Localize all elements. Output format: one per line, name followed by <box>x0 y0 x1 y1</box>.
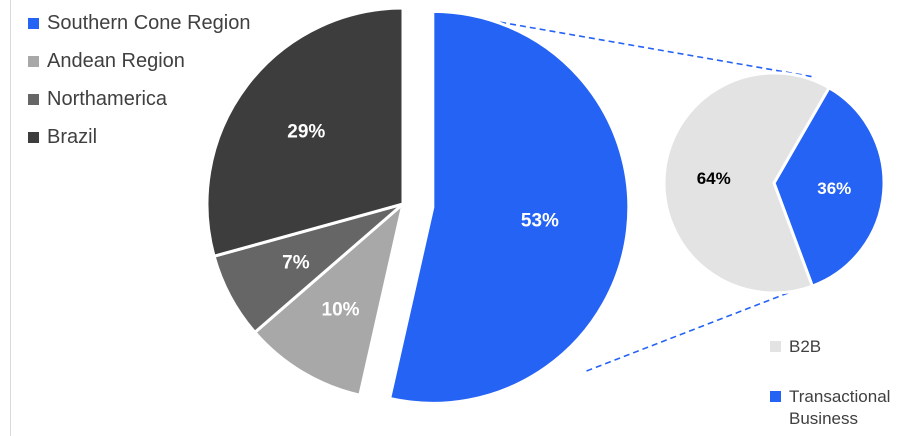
legend-swatch <box>28 131 39 143</box>
legend-label: B2B <box>789 337 822 356</box>
data-labels: 53% 10% 7% 29% 36% 64% <box>282 121 851 320</box>
legend-label: Andean Region <box>47 49 185 72</box>
legend-label: Brazil <box>47 125 98 148</box>
data-label-andean-region: 10% <box>322 299 360 320</box>
breakdown-connector-lines <box>460 14 825 372</box>
legend-item-b2b: B2B <box>770 336 915 386</box>
legend-swatch <box>770 341 781 352</box>
legend-item-southern-cone: Southern Cone Region <box>28 4 250 42</box>
main-pie <box>205 6 631 405</box>
legend-swatch <box>28 55 39 67</box>
legend-swatch <box>770 391 781 402</box>
pie-slice-brazil <box>205 6 405 259</box>
data-label-northamerica: 7% <box>282 252 310 273</box>
pie-slice-andean-region <box>252 199 406 397</box>
pie-slice-southern-cone-region <box>387 9 631 405</box>
legend-item-brazil: Brazil <box>28 118 250 156</box>
legend-swatch <box>28 93 39 105</box>
legend-item-transactional: Transactional Business <box>770 386 915 430</box>
legend-label: Transactional Business <box>789 387 891 428</box>
main-pie-legend: Southern Cone Region Andean Region North… <box>28 4 250 156</box>
pie-slice-b2b <box>662 71 832 295</box>
data-label-b2b: 64% <box>697 169 731 188</box>
data-label-transactional-business: 36% <box>817 179 851 198</box>
breakdown-pie <box>662 71 886 295</box>
legend-swatch <box>28 17 39 29</box>
data-label-brazil: 29% <box>287 121 325 142</box>
legend-label: Northamerica <box>47 87 168 110</box>
legend-label: Southern Cone Region <box>47 11 251 34</box>
connector-line-bottom <box>586 278 825 372</box>
chart-frame-line <box>10 0 11 436</box>
data-label-southern-cone-region: 53% <box>521 210 559 231</box>
legend-item-andean: Andean Region <box>28 42 250 80</box>
legend-item-northamerica: Northamerica <box>28 80 250 118</box>
breakdown-pie-legend: B2B Transactional Business <box>770 330 915 430</box>
